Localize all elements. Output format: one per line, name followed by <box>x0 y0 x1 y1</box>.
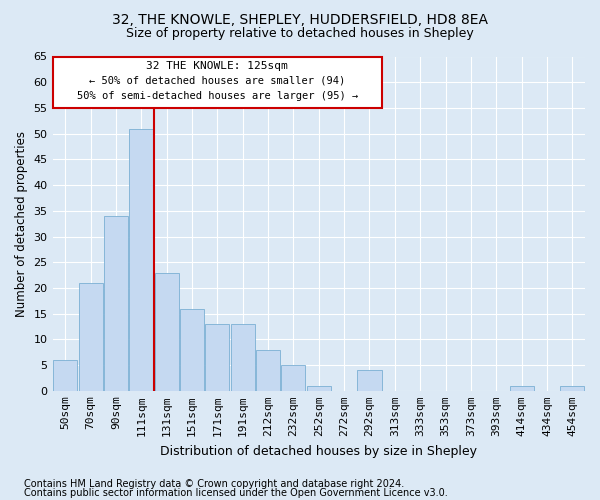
Bar <box>281 365 305 391</box>
X-axis label: Distribution of detached houses by size in Shepley: Distribution of detached houses by size … <box>160 444 477 458</box>
Text: ← 50% of detached houses are smaller (94): ← 50% of detached houses are smaller (94… <box>89 76 346 86</box>
FancyBboxPatch shape <box>53 56 382 108</box>
Bar <box>560 386 584 391</box>
Bar <box>509 386 533 391</box>
Text: Contains public sector information licensed under the Open Government Licence v3: Contains public sector information licen… <box>24 488 448 498</box>
Bar <box>358 370 382 391</box>
Y-axis label: Number of detached properties: Number of detached properties <box>15 130 28 316</box>
Bar <box>230 324 255 391</box>
Text: Size of property relative to detached houses in Shepley: Size of property relative to detached ho… <box>126 28 474 40</box>
Bar <box>104 216 128 391</box>
Bar <box>205 324 229 391</box>
Text: Contains HM Land Registry data © Crown copyright and database right 2024.: Contains HM Land Registry data © Crown c… <box>24 479 404 489</box>
Bar <box>180 308 204 391</box>
Bar <box>129 128 154 391</box>
Text: 32 THE KNOWLE: 125sqm: 32 THE KNOWLE: 125sqm <box>146 60 288 70</box>
Bar <box>79 283 103 391</box>
Bar <box>256 350 280 391</box>
Bar <box>307 386 331 391</box>
Bar <box>155 272 179 391</box>
Text: 32, THE KNOWLE, SHEPLEY, HUDDERSFIELD, HD8 8EA: 32, THE KNOWLE, SHEPLEY, HUDDERSFIELD, H… <box>112 12 488 26</box>
Text: 50% of semi-detached houses are larger (95) →: 50% of semi-detached houses are larger (… <box>77 92 358 102</box>
Bar <box>53 360 77 391</box>
